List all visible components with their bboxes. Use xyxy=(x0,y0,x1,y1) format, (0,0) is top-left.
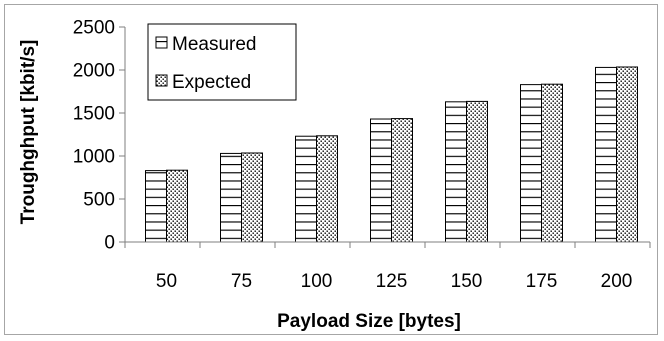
y-tick-label: 2500 xyxy=(73,18,115,39)
x-tick-label: 175 xyxy=(526,271,558,292)
x-tick-label: 100 xyxy=(301,271,333,292)
legend: Measured Expected xyxy=(147,23,297,101)
bar-measured-150 xyxy=(445,101,467,243)
bar-expected-50 xyxy=(166,169,188,243)
legend-swatch-measured xyxy=(155,36,168,49)
legend-swatch-expected xyxy=(155,74,168,87)
y-axis-title: Troughghput [kbit/s] xyxy=(18,40,39,225)
bars-group xyxy=(145,66,638,243)
bar-expected-150 xyxy=(466,100,488,243)
y-tick-label: 500 xyxy=(83,190,115,211)
x-tick-label: 125 xyxy=(376,271,408,292)
bar-expected-100 xyxy=(316,135,338,243)
legend-label-measured: Measured xyxy=(172,34,257,55)
bar-expected-175 xyxy=(541,83,563,243)
bar-measured-175 xyxy=(520,84,542,243)
bar-measured-50 xyxy=(145,170,167,243)
bar-measured-125 xyxy=(370,118,392,243)
y-tick-label: 0 xyxy=(104,233,115,254)
y-tick-label: 1000 xyxy=(73,147,115,168)
y-tick-labels: 0 500 1000 1500 2000 2500 xyxy=(73,18,115,254)
legend-label-expected: Expected xyxy=(172,72,251,93)
x-tick-label: 150 xyxy=(451,271,483,292)
x-axis-title: Payload Size [bytes] xyxy=(277,311,461,332)
y-tick-label: 2000 xyxy=(73,61,115,82)
x-tick-label: 200 xyxy=(601,271,633,292)
bar-expected-200 xyxy=(616,66,638,243)
bar-measured-100 xyxy=(295,135,317,243)
bar-expected-75 xyxy=(241,152,263,243)
x-tick-label: 75 xyxy=(231,271,252,292)
bar-measured-75 xyxy=(220,152,242,243)
y-tick-label: 1500 xyxy=(73,104,115,125)
x-tick-label: 50 xyxy=(156,271,177,292)
legend-box xyxy=(147,23,297,101)
x-tick-labels: 50 75 100 125 150 175 200 xyxy=(156,271,632,292)
axes-group xyxy=(119,26,651,248)
bar-measured-200 xyxy=(595,66,617,243)
bar-expected-125 xyxy=(391,118,413,243)
